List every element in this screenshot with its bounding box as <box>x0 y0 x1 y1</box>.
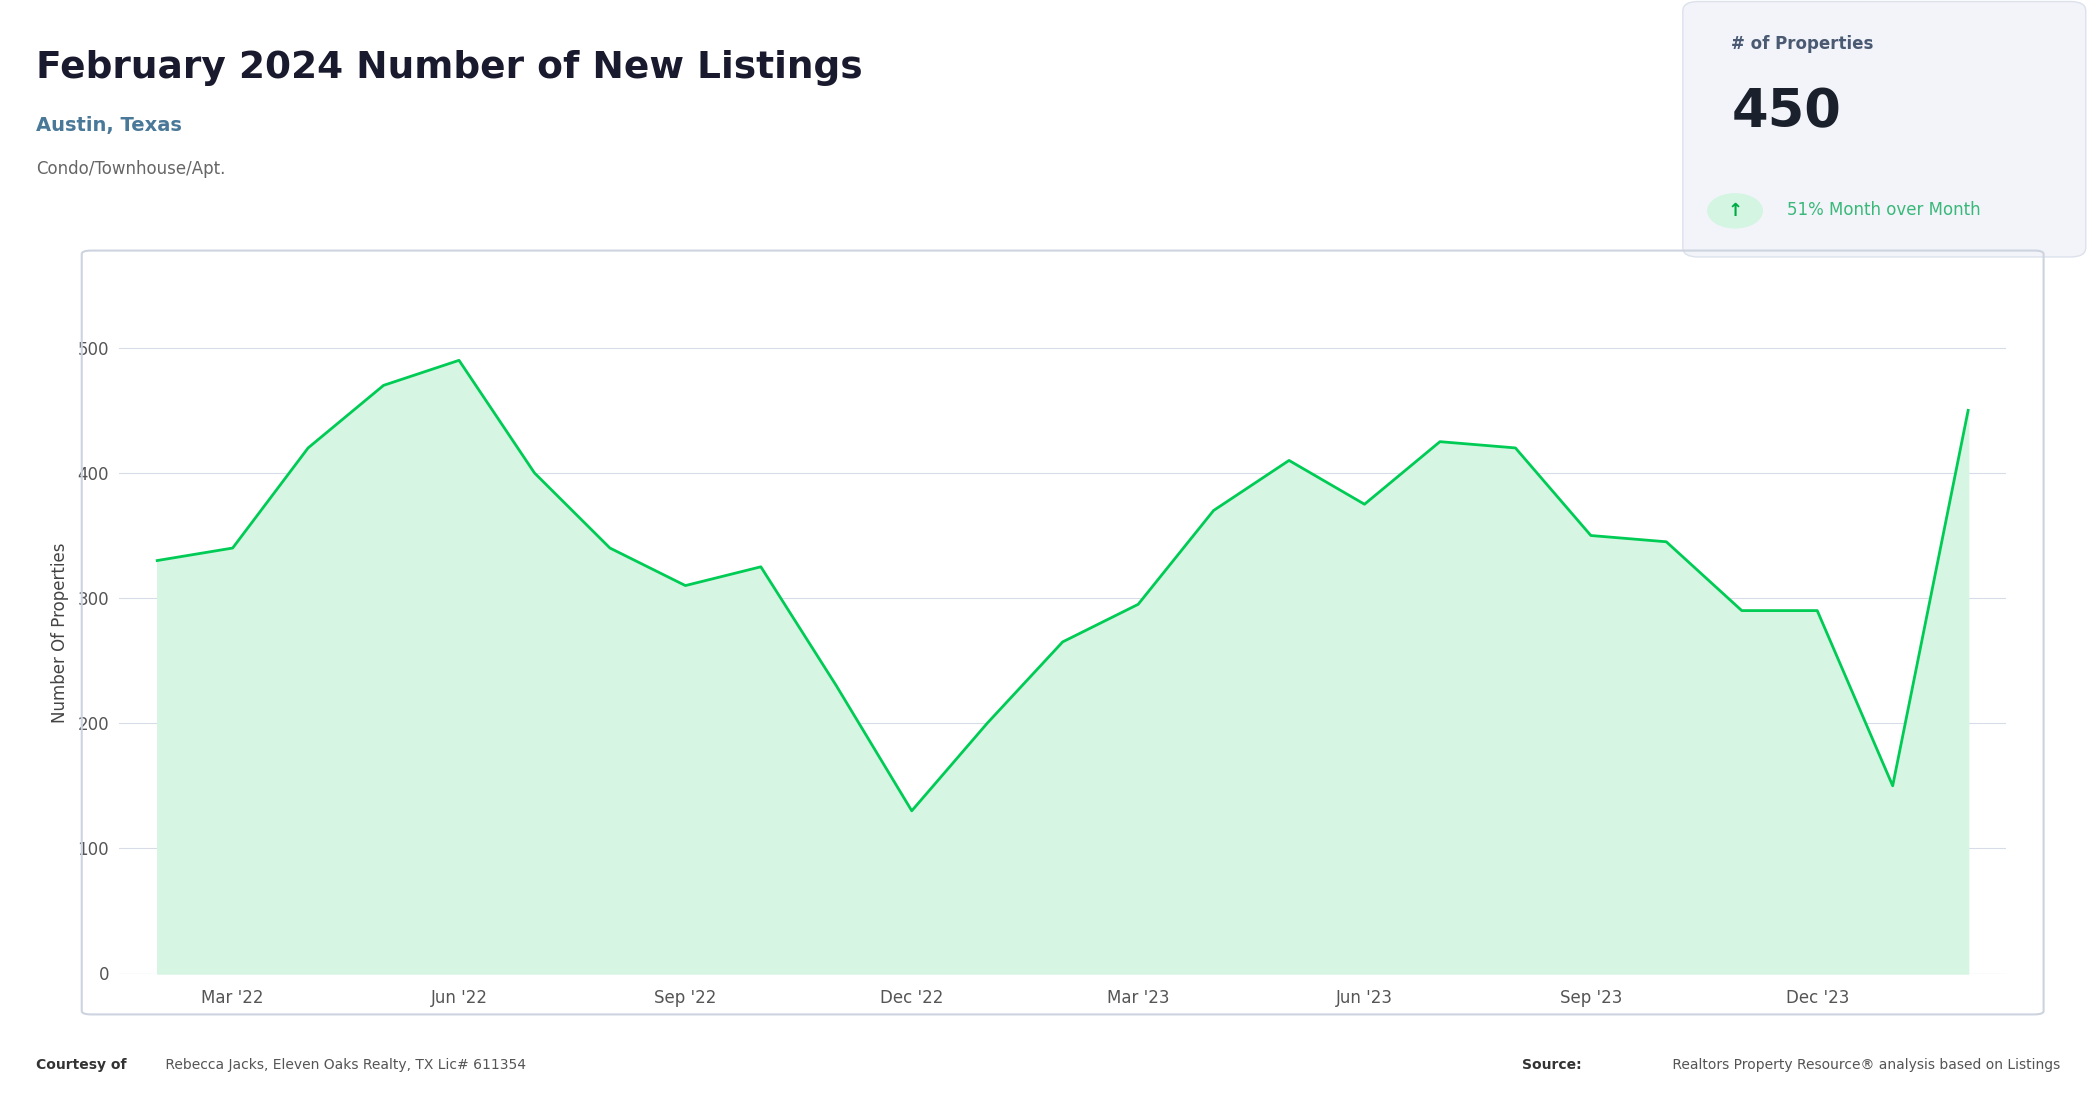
Text: Austin, Texas: Austin, Texas <box>36 116 182 134</box>
Text: February 2024 Number of New Listings: February 2024 Number of New Listings <box>36 50 861 86</box>
Y-axis label: Number Of Properties: Number Of Properties <box>50 542 69 723</box>
Text: # of Properties: # of Properties <box>1731 35 1874 53</box>
Text: Condo/Townhouse/Apt.: Condo/Townhouse/Apt. <box>36 160 224 177</box>
Text: Rebecca Jacks, Eleven Oaks Realty, TX Lic# 611354: Rebecca Jacks, Eleven Oaks Realty, TX Li… <box>161 1058 526 1072</box>
Text: Source:: Source: <box>1522 1058 1582 1072</box>
Text: Realtors Property Resource® analysis based on Listings: Realtors Property Resource® analysis bas… <box>1668 1058 2060 1072</box>
Circle shape <box>1706 194 1763 229</box>
Text: ↑: ↑ <box>1727 201 1742 220</box>
Text: 51% Month over Month: 51% Month over Month <box>1788 201 1981 219</box>
FancyBboxPatch shape <box>1683 1 2086 257</box>
Text: 450: 450 <box>1731 87 1840 139</box>
Text: Courtesy of: Courtesy of <box>36 1058 126 1072</box>
